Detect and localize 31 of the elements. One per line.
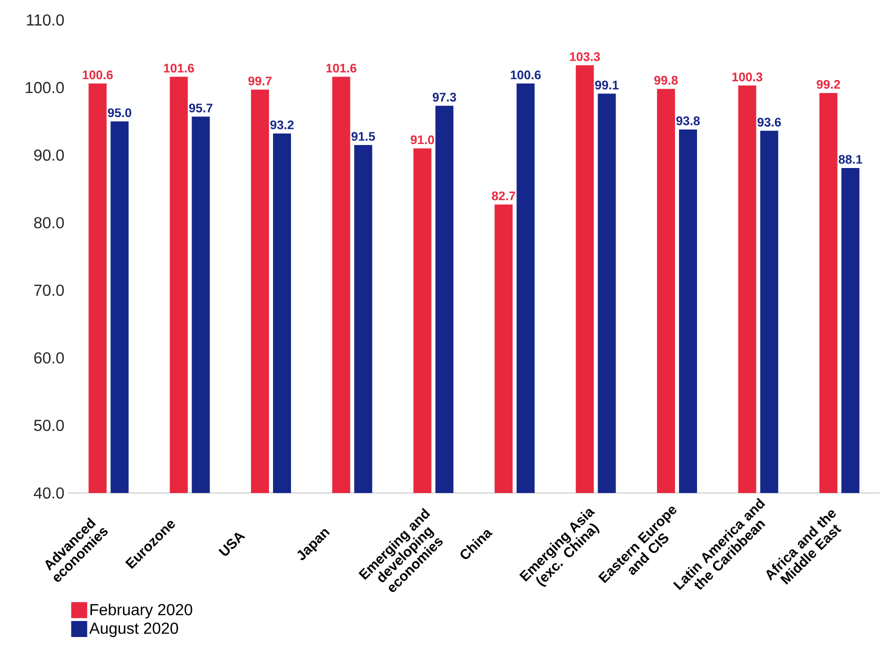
y-tick-label: 110.0 [27,14,64,26]
y-tick-label: 80.0 [34,217,64,228]
data-label: 99.2 [816,80,840,89]
data-label: 101.6 [164,64,194,73]
data-label: 93.6 [758,118,781,127]
data-label: 95.0 [108,108,132,118]
data-label: 91.5 [352,132,375,141]
y-tick-label: 70.0 [34,284,64,296]
data-label: 99.7 [248,76,272,86]
data-label: 99.8 [654,76,678,85]
y-tick-label: 60.0 [34,352,64,364]
y-tick-label: 100.0 [26,82,64,94]
x-tick-label: USA [218,532,246,556]
data-label: 82.7 [492,191,516,200]
y-tick-label: 40.0 [34,487,64,499]
y-tick-label: 50.0 [34,420,64,432]
data-label: 88.1 [838,154,862,164]
data-label: 93.2 [270,120,294,130]
data-label: 99.1 [595,80,619,90]
data-label: 93.8 [676,116,700,126]
legend-label: August 2020 [89,622,178,638]
data-label: 103.3 [570,52,600,62]
legend-label: February 2020 [90,604,192,618]
data-label: 100.3 [732,72,762,82]
data-label: 100.6 [510,70,541,80]
data-label: 97.3 [432,92,456,102]
y-tick-label: 90.0 [34,149,64,161]
data-label: 91.0 [410,135,434,144]
data-label: 95.7 [189,104,212,112]
data-label: 101.6 [326,64,356,73]
data-label: 100.6 [82,70,113,80]
